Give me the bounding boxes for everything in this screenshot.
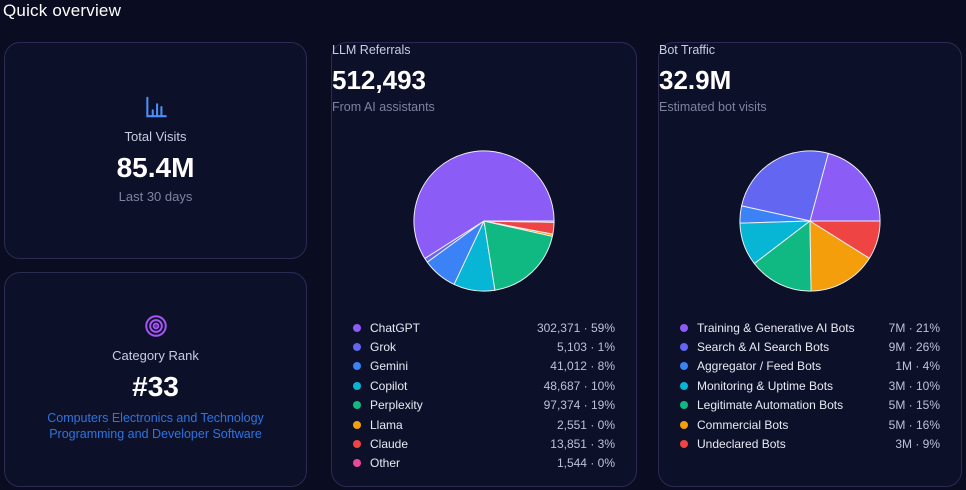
legend-value: 2,551 · 0% (556, 417, 615, 432)
pie-slice-commercial-bots[interactable] (809, 220, 870, 292)
page-title: Quick overview (3, 1, 122, 20)
legend-value: 3M · 9% (895, 437, 940, 452)
legend-dot-monitoring-uptime-bots (680, 381, 688, 390)
legend-value: 5M · 16% (888, 417, 940, 432)
legend-dot-copilot (353, 381, 361, 390)
legend-dot-grok (353, 343, 361, 352)
target-icon (143, 313, 169, 339)
legend-value: 5,103 · 1% (556, 340, 615, 355)
legend-row-grok[interactable]: Grok 5,103 · 1% (353, 337, 615, 356)
legend-label: Other (370, 456, 401, 471)
bot-traffic-total: 32.9M (659, 65, 732, 95)
legend-dot-perplexity (353, 401, 361, 410)
llm-referrals-card: LLM Referrals 512,493 From AI assistants… (331, 42, 637, 487)
legend-row-llama[interactable]: Llama 2,551 · 0% (353, 415, 615, 434)
legend-value: 97,374 · 19% (543, 398, 615, 413)
legend-value: 48,687 · 10% (543, 378, 615, 393)
category-rank-card: Category Rank #33 Computers Electronics … (4, 272, 307, 487)
legend-value: 1,544 · 0% (556, 456, 615, 471)
total-visits-card: Total Visits 85.4M Last 30 days (4, 42, 307, 259)
total-visits-label: Total Visits (124, 128, 187, 144)
legend-row-copilot[interactable]: Copilot 48,687 · 10% (353, 376, 615, 395)
pie-slice-chatgpt[interactable] (413, 150, 555, 260)
legend-row-commercial-bots[interactable]: Commercial Bots 5M · 16% (680, 415, 940, 434)
legend-label: Search & AI Search Bots (697, 340, 830, 355)
llm-referrals-title: LLM Referrals (332, 43, 411, 57)
llm-referrals-total: 512,493 (332, 65, 426, 95)
pie-slice-search-ai-search-bots[interactable] (741, 150, 829, 222)
legend-label: Monitoring & Uptime Bots (697, 378, 834, 393)
legend-dot-llama (353, 420, 361, 429)
legend-label: ChatGPT (370, 320, 421, 335)
legend-value: 302,371 · 59% (536, 320, 615, 335)
legend-row-claude[interactable]: Claude 13,851 · 3% (353, 434, 615, 453)
pie-slice-perplexity[interactable] (483, 220, 553, 291)
category-rank-link-child[interactable]: Programming and Developer Software (49, 427, 262, 441)
legend-label: Claude (370, 437, 409, 452)
total-visits-value: 85.4M (116, 151, 195, 183)
legend-row-perplexity[interactable]: Perplexity 97,374 · 19% (353, 396, 615, 415)
legend-dot-aggregator-feed-bots (680, 362, 688, 371)
legend-label: Training & Generative AI Bots (697, 320, 855, 335)
llm-referrals-subtitle: From AI assistants (332, 100, 435, 114)
legend-label: Commercial Bots (697, 417, 789, 432)
legend-dot-other (353, 459, 361, 468)
legend-row-search-ai-search-bots[interactable]: Search & AI Search Bots 9M · 26% (680, 337, 940, 356)
legend-label: Llama (370, 417, 403, 432)
legend-dot-legitimate-automation-bots (680, 401, 688, 410)
legend-dot-training-generative-ai-bots (680, 323, 688, 332)
legend-value: 13,851 · 3% (550, 437, 615, 452)
legend-label: Aggregator / Feed Bots (697, 359, 822, 374)
legend-row-gemini[interactable]: Gemini 41,012 · 8% (353, 357, 615, 376)
category-rank-value: #33 (132, 371, 179, 402)
legend-value: 9M · 26% (888, 340, 940, 355)
legend-row-monitoring-uptime-bots[interactable]: Monitoring & Uptime Bots 3M · 10% (680, 376, 940, 395)
pie-slice-legitimate-automation-bots[interactable] (753, 220, 812, 292)
legend-dot-claude (353, 440, 361, 449)
category-rank-link-parent[interactable]: Computers Electronics and Technology (47, 411, 264, 425)
legend-value: 1M · 4% (895, 359, 940, 374)
legend-row-other[interactable]: Other 1,544 · 0% (353, 454, 615, 473)
bot-traffic-card: Bot Traffic 32.9M Estimated bot visits T… (658, 42, 962, 487)
legend-dot-chatgpt (353, 323, 361, 332)
pie-slice-undeclared-bots[interactable] (809, 220, 881, 259)
legend-row-undeclared-bots[interactable]: Undeclared Bots 3M · 9% (680, 434, 940, 453)
bot-traffic-pie (737, 148, 883, 294)
bot-traffic-legend: Training & Generative AI Bots 7M · 21% Sea… (680, 318, 940, 454)
bot-traffic-subtitle: Estimated bot visits (659, 100, 767, 114)
llm-referrals-pie (411, 148, 557, 294)
legend-row-aggregator-feed-bots[interactable]: Aggregator / Feed Bots 1M · 4% (680, 357, 940, 376)
legend-dot-search-ai-search-bots (680, 343, 688, 352)
legend-label: Gemini (370, 359, 409, 374)
legend-row-legitimate-automation-bots[interactable]: Legitimate Automation Bots 5M · 15% (680, 396, 940, 415)
legend-value: 5M · 15% (888, 398, 940, 413)
legend-label: Perplexity (370, 398, 423, 413)
legend-value: 41,012 · 8% (550, 359, 615, 374)
category-rank-label: Category Rank (112, 348, 199, 363)
legend-row-chatgpt[interactable]: ChatGPT 302,371 · 59% (353, 318, 615, 337)
legend-label: Undeclared Bots (697, 437, 786, 452)
legend-dot-commercial-bots (680, 420, 688, 429)
llm-referrals-legend: ChatGPT 302,371 · 59% Grok 5,103 · 1% Gemini… (353, 318, 615, 473)
bar-chart-icon (143, 94, 169, 120)
legend-label: Grok (370, 340, 397, 355)
bot-traffic-title: Bot Traffic (659, 43, 716, 57)
pie-slice-training-generative-ai-bots[interactable] (809, 152, 881, 222)
legend-dot-undeclared-bots (680, 440, 688, 449)
pie-slice-other[interactable] (483, 220, 555, 223)
legend-row-training-generative-ai-bots[interactable]: Training & Generative AI Bots 7M · 21% (680, 318, 940, 337)
legend-label: Legitimate Automation Bots (697, 398, 844, 413)
total-visits-subtitle: Last 30 days (118, 188, 193, 204)
legend-value: 7M · 21% (888, 320, 940, 335)
legend-value: 3M · 10% (888, 378, 940, 393)
legend-label: Copilot (370, 378, 408, 393)
legend-dot-gemini (353, 362, 361, 371)
